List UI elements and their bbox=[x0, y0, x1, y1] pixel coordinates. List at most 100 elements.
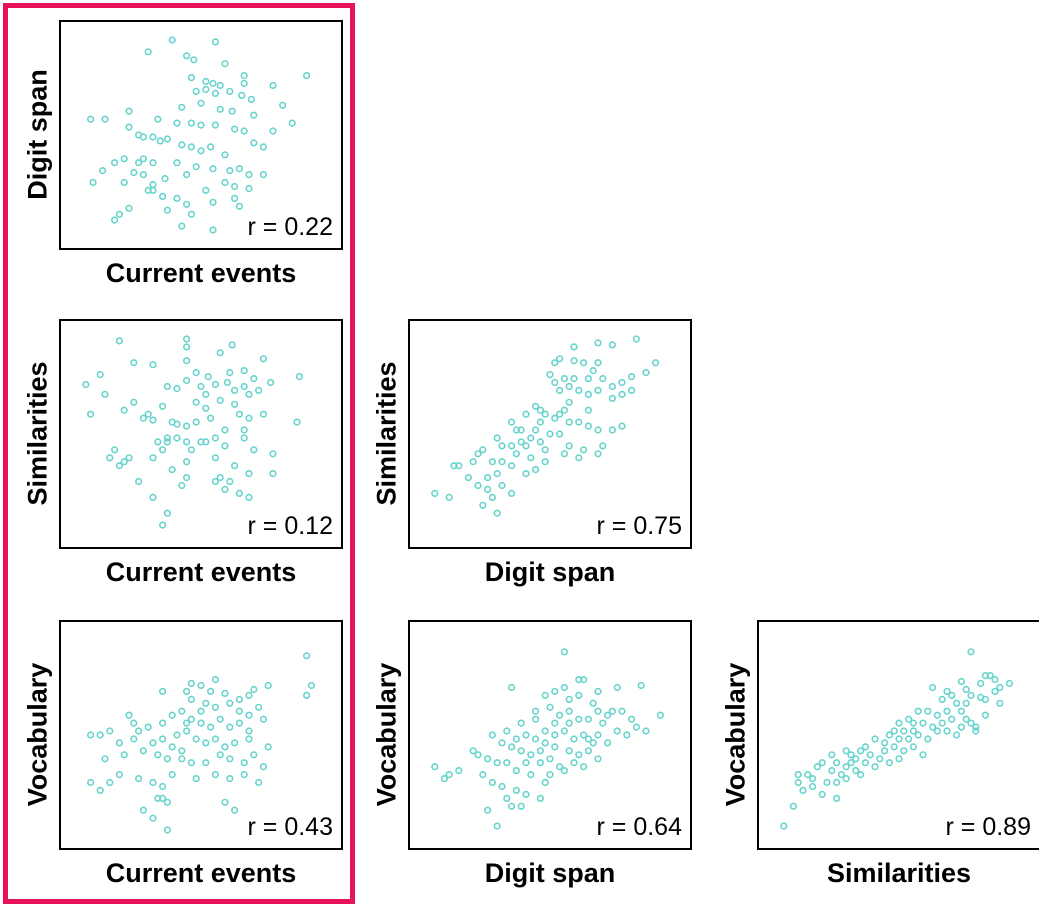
data-point bbox=[250, 685, 258, 694]
data-point bbox=[852, 755, 860, 763]
data-point bbox=[546, 771, 554, 779]
data-point bbox=[168, 711, 176, 719]
data-point bbox=[512, 786, 520, 794]
data-point bbox=[613, 683, 621, 692]
data-point bbox=[842, 747, 850, 755]
data-point bbox=[130, 719, 138, 727]
data-point bbox=[531, 735, 540, 743]
scatter-panel: r = 0.22 bbox=[59, 20, 343, 250]
data-point bbox=[871, 763, 879, 771]
data-point bbox=[507, 418, 516, 426]
data-point bbox=[120, 155, 128, 163]
data-point bbox=[182, 422, 191, 430]
highlight-frame bbox=[3, 3, 355, 904]
data-point bbox=[156, 137, 164, 145]
data-point bbox=[134, 477, 143, 486]
data-point bbox=[618, 422, 626, 430]
data-point bbox=[187, 759, 195, 767]
data-point bbox=[255, 386, 263, 394]
data-point bbox=[149, 159, 157, 167]
data-point bbox=[895, 735, 903, 743]
data-point bbox=[794, 778, 802, 787]
data-point bbox=[847, 759, 855, 767]
data-point bbox=[259, 143, 267, 151]
data-point bbox=[202, 404, 210, 412]
data-point bbox=[187, 210, 195, 218]
data-point bbox=[187, 143, 195, 151]
data-point bbox=[594, 731, 602, 739]
data-point bbox=[953, 731, 961, 739]
data-point bbox=[536, 759, 544, 767]
data-point bbox=[594, 755, 602, 763]
data-point bbox=[565, 719, 573, 727]
data-point bbox=[527, 771, 535, 779]
data-point bbox=[226, 477, 234, 486]
data-point bbox=[207, 723, 215, 731]
data-point bbox=[163, 382, 171, 391]
data-point bbox=[187, 695, 195, 703]
data-point bbox=[182, 727, 191, 735]
data-point bbox=[832, 759, 841, 767]
data-point bbox=[527, 454, 535, 462]
data-point bbox=[269, 81, 277, 90]
data-point bbox=[226, 699, 234, 707]
data-point bbox=[240, 71, 248, 80]
data-point bbox=[307, 681, 315, 690]
data-point bbox=[211, 380, 219, 389]
data-point bbox=[115, 337, 124, 345]
data-point bbox=[832, 778, 841, 787]
data-point bbox=[125, 107, 133, 115]
data-point bbox=[551, 687, 559, 695]
data-point bbox=[139, 806, 147, 814]
data-point bbox=[240, 366, 248, 375]
data-point bbox=[842, 775, 850, 783]
data-point bbox=[570, 357, 578, 365]
data-point bbox=[981, 671, 989, 680]
data-point bbox=[972, 727, 980, 735]
data-point bbox=[221, 798, 229, 806]
data-point bbox=[909, 719, 917, 727]
data-point bbox=[623, 731, 631, 739]
data-point bbox=[221, 689, 229, 697]
data-point bbox=[240, 382, 248, 391]
data-point bbox=[594, 707, 602, 715]
data-point bbox=[962, 715, 970, 723]
data-point bbox=[264, 681, 272, 690]
data-point bbox=[551, 414, 559, 422]
data-point bbox=[240, 771, 248, 779]
data-point bbox=[269, 470, 277, 478]
data-point bbox=[173, 434, 181, 442]
data-point bbox=[231, 739, 239, 747]
data-point bbox=[149, 739, 157, 747]
data-point bbox=[560, 450, 568, 458]
data-point bbox=[431, 763, 439, 771]
data-point bbox=[584, 374, 592, 383]
data-point bbox=[178, 141, 186, 149]
data-point bbox=[197, 147, 205, 155]
data-point bbox=[202, 759, 210, 767]
x-axis-label: Digit span bbox=[484, 858, 616, 888]
data-point bbox=[503, 759, 511, 767]
data-point bbox=[149, 778, 157, 787]
data-point bbox=[259, 171, 267, 179]
data-point bbox=[565, 382, 573, 391]
data-point bbox=[536, 406, 544, 414]
data-point bbox=[512, 450, 520, 458]
data-point bbox=[909, 727, 917, 735]
data-point bbox=[813, 763, 822, 771]
data-point bbox=[192, 735, 200, 743]
data-point bbox=[828, 767, 836, 775]
data-point bbox=[632, 723, 640, 731]
data-point bbox=[154, 751, 162, 759]
data-point bbox=[240, 79, 248, 88]
data-point bbox=[221, 178, 229, 187]
data-point bbox=[209, 165, 217, 173]
data-point bbox=[584, 715, 592, 723]
data-point bbox=[106, 727, 114, 735]
data-point bbox=[551, 719, 559, 727]
data-point bbox=[245, 470, 253, 478]
data-point bbox=[876, 755, 884, 763]
data-point bbox=[580, 359, 588, 367]
data-point bbox=[182, 200, 191, 208]
data-point bbox=[919, 751, 927, 759]
